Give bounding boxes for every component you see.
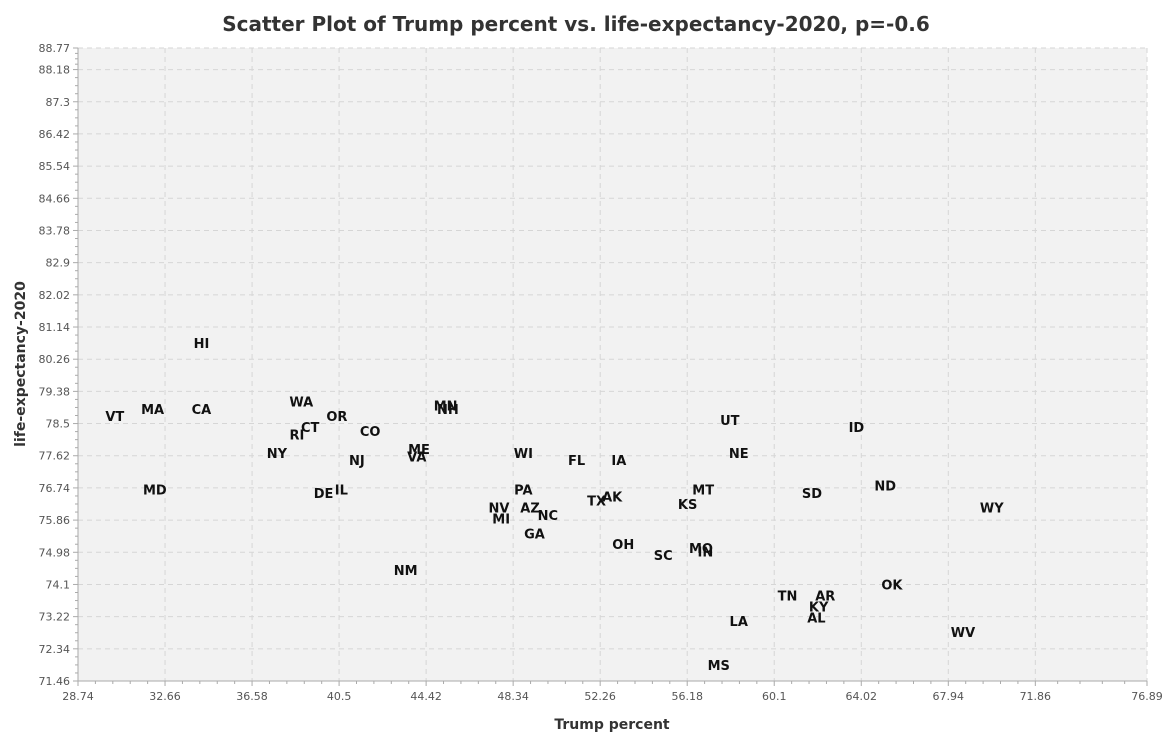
point-label-ca: CA <box>192 403 212 418</box>
point-label-tx: TX <box>587 494 606 509</box>
point-label-ri: RI <box>289 429 304 444</box>
y-tick-label: 74.1 <box>46 578 71 591</box>
point-label-ne: NE <box>729 447 749 462</box>
point-label-mi: MI <box>492 513 510 528</box>
y-tick-label: 77.62 <box>39 450 71 463</box>
point-label-ok: OK <box>881 578 903 593</box>
point-label-wv: WV <box>951 626 975 641</box>
y-tick-label: 75.86 <box>39 514 71 527</box>
x-tick-label: 64.02 <box>846 690 878 703</box>
point-label-co: CO <box>360 425 381 440</box>
y-tick-label: 82.02 <box>39 289 71 302</box>
point-label-or: OR <box>326 410 347 425</box>
point-label-ms: MS <box>708 659 730 674</box>
y-tick-label: 71.46 <box>39 675 71 688</box>
point-label-al: AL <box>807 611 825 626</box>
point-label-pa: PA <box>514 483 532 498</box>
y-tick-label: 73.22 <box>39 611 71 624</box>
point-label-wi: WI <box>514 447 533 462</box>
point-label-mo: MO <box>689 542 713 557</box>
point-label-ak: AK <box>602 491 623 506</box>
point-label-nd: ND <box>874 480 896 495</box>
x-tick-label: 36.58 <box>236 690 268 703</box>
point-label-mt: MT <box>692 483 714 498</box>
point-label-nm: NM <box>394 564 418 579</box>
point-label-nh: NH <box>437 403 459 418</box>
x-tick-label: 60.1 <box>762 690 787 703</box>
point-label-ks: KS <box>678 498 697 513</box>
point-label-vt: VT <box>105 410 124 425</box>
x-axis-title: Trump percent <box>554 717 670 733</box>
point-label-hi: HI <box>194 337 210 352</box>
point-label-de: DE <box>314 487 334 502</box>
point-label-ga: GA <box>524 527 545 542</box>
y-tick-label: 87.3 <box>46 96 71 109</box>
x-tick-label: 67.94 <box>933 690 965 703</box>
x-tick-label: 28.74 <box>62 690 94 703</box>
point-label-id: ID <box>849 421 865 436</box>
point-label-tn: TN <box>778 589 798 604</box>
y-tick-label: 78.5 <box>46 418 71 431</box>
x-tick-label: 32.66 <box>149 690 181 703</box>
point-label-ky: KY <box>809 600 829 615</box>
y-tick-label: 80.26 <box>39 353 71 366</box>
y-tick-label: 88.18 <box>39 64 71 77</box>
point-label-wa: WA <box>289 396 313 411</box>
point-label-nv: NV <box>488 502 509 517</box>
y-tick-label: 81.14 <box>39 321 71 334</box>
x-tick-label: 40.5 <box>327 690 352 703</box>
point-label-me: ME <box>408 443 430 458</box>
y-tick-label: 79.38 <box>39 385 71 398</box>
point-label-md: MD <box>143 483 167 498</box>
point-label-oh: OH <box>612 538 634 553</box>
point-label-sd: SD <box>802 487 822 502</box>
point-label-ny: NY <box>267 447 288 462</box>
point-label-ia: IA <box>611 454 626 469</box>
point-label-in: IN <box>698 546 714 561</box>
point-label-az: AZ <box>520 502 540 517</box>
point-label-sc: SC <box>654 549 673 564</box>
y-tick-label: 76.74 <box>39 482 71 495</box>
tick-labels: 28.74 32.66 36.58 40.5 44.42 48.34 52.26 56.18 6… <box>39 42 1163 703</box>
point-label-nj: NJ <box>349 454 365 469</box>
x-tick-label: 48.34 <box>497 690 529 703</box>
y-tick-label: 88.77 <box>39 42 71 55</box>
point-label-nc: NC <box>538 509 558 524</box>
point-label-il: IL <box>335 483 348 498</box>
x-tick-label: 52.26 <box>584 690 616 703</box>
y-tick-label: 85.54 <box>39 160 71 173</box>
y-tick-label: 83.78 <box>39 224 71 237</box>
y-tick-label: 74.98 <box>39 546 71 559</box>
y-axis-title: life-expectancy-2020 <box>13 281 29 447</box>
x-tick-label: 56.18 <box>671 690 703 703</box>
point-label-va: VA <box>407 450 426 465</box>
chart-title: Scatter Plot of Trump percent vs. life-e… <box>222 12 930 36</box>
x-tick-label: 44.42 <box>410 690 442 703</box>
point-label-ct: CT <box>301 421 320 436</box>
point-label-la: LA <box>730 615 748 630</box>
point-label-wy: WY <box>980 502 1004 517</box>
y-tick-label: 72.34 <box>39 643 71 656</box>
point-label-mn: MN <box>434 399 458 414</box>
y-tick-label: 84.66 <box>39 192 71 205</box>
y-tick-label: 82.9 <box>46 257 71 270</box>
point-label-fl: FL <box>568 454 585 469</box>
x-tick-label: 71.86 <box>1020 690 1052 703</box>
y-tick-label: 86.42 <box>39 128 71 141</box>
point-label-ar: AR <box>815 589 835 604</box>
x-tick-label: 76.89 <box>1131 690 1163 703</box>
point-label-ut: UT <box>720 414 740 429</box>
axes <box>73 47 1148 686</box>
point-label-ma: MA <box>141 403 164 418</box>
plot-area <box>78 48 1147 681</box>
